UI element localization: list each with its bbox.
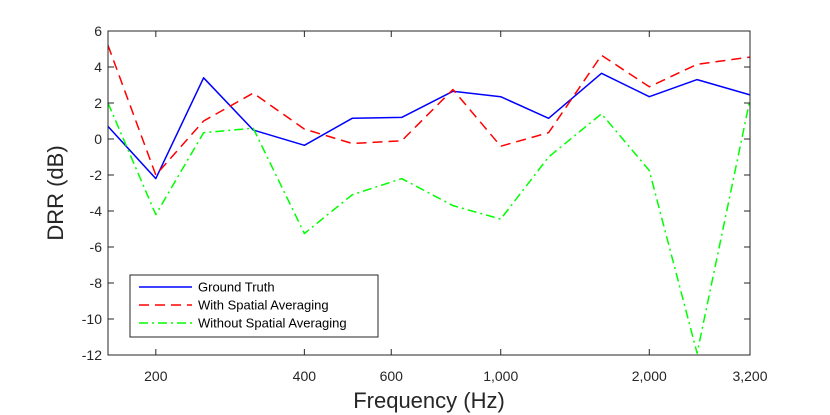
y-tick-label: -8 — [90, 275, 103, 291]
x-tick-label: 400 — [293, 368, 317, 384]
y-tick-label: 4 — [94, 59, 102, 75]
legend-label: Ground Truth — [198, 280, 275, 295]
series-line-3 — [107, 99, 751, 354]
legend: Ground Truth With Spatial Averaging Withou… — [129, 274, 379, 338]
plot-area-frame — [107, 30, 751, 356]
series-line-1 — [107, 72, 751, 180]
y-tick-label: -12 — [82, 347, 102, 363]
x-tick-label: 3,200 — [732, 368, 767, 384]
x-tick-label: 200 — [144, 368, 168, 384]
y-tick-label: 2 — [94, 95, 102, 111]
y-tick-label: 0 — [94, 131, 102, 147]
y-tick-label: -2 — [90, 167, 103, 183]
x-tick-label: 600 — [380, 368, 404, 384]
x-axis-label: Frequency (Hz) — [353, 388, 505, 413]
series-layer — [107, 45, 751, 354]
y-tick-label: -6 — [90, 239, 103, 255]
legend-label: With Spatial Averaging — [198, 298, 329, 313]
x-tick-label: 2,000 — [632, 368, 667, 384]
x-tick-label: 1,000 — [483, 368, 518, 384]
y-tick-label: 6 — [94, 23, 102, 39]
tick-layer: -12 -10 -8 -6 -4 -2 0 2 4 6 200 400 600 1,000 2,000 3,2… — [82, 23, 768, 384]
legend-box — [129, 274, 379, 338]
series-line-2 — [107, 45, 751, 176]
y-tick-label: -10 — [82, 311, 102, 327]
y-tick-label: -4 — [90, 203, 103, 219]
legend-label: Without Spatial Averaging — [198, 316, 347, 331]
y-axis-label: DRR (dB) — [43, 145, 68, 240]
